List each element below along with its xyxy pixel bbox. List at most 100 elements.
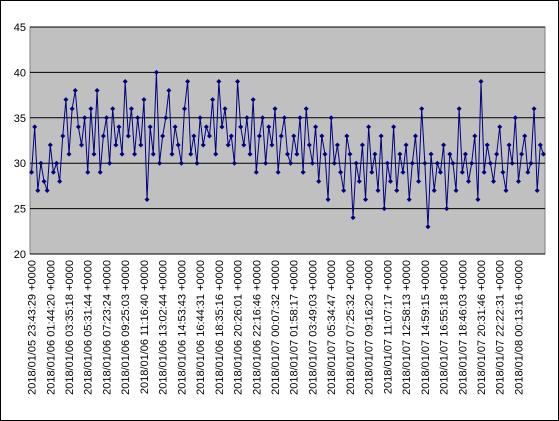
data-point [366,124,372,130]
data-point [288,160,294,166]
x-tick-label: 2018/01/06 01:44:20 +0000 [45,260,57,395]
data-point [456,106,462,112]
data-point [331,160,337,166]
data-point [534,187,540,193]
data-point [369,169,375,175]
data-point [462,151,468,157]
data-point [381,206,387,212]
data-point [506,142,512,148]
data-point [525,169,531,175]
data-point [194,160,200,166]
data-point [388,178,393,184]
x-tick-label: 2018/01/06 03:35:18 +0000 [64,260,76,395]
data-point [178,160,184,166]
data-point [160,133,166,139]
data-point [406,197,412,203]
data-point [138,142,144,148]
data-point [107,160,113,166]
data-point [503,187,509,193]
data-point [384,160,390,166]
data-point [247,151,253,157]
data-point [450,160,456,166]
data-point [213,151,219,157]
data-point [44,187,50,193]
data-point [128,106,134,112]
data-point [153,69,159,75]
data-point [425,224,431,230]
data-point [66,151,72,157]
data-point [182,106,187,112]
x-tick-label: 2018/01/05 23:43:29 +0000 [27,260,39,395]
data-point [57,178,63,184]
data-point [291,133,297,139]
data-point [528,160,534,166]
data-point [481,169,487,175]
data-point [32,124,38,130]
x-tick-label: 2018/01/06 20:26:01 +0000 [233,260,245,395]
data-point [334,142,340,148]
data-point [341,187,347,193]
data-point [225,142,231,148]
data-point [512,115,518,121]
data-point [85,169,91,175]
data-point [47,142,53,148]
data-point [447,151,453,157]
data-point [222,106,228,112]
x-tick-label: 2018/01/07 14:59:15 +0000 [420,260,432,395]
data-point [300,169,306,175]
data-point [141,97,147,103]
data-point [294,151,300,157]
data-point [132,151,138,157]
data-point [150,151,156,157]
data-point [169,151,175,157]
data-point [444,206,450,212]
x-tick-label: 2018/01/07 22:22:31 +0000 [495,260,507,395]
y-tick-label: 35 [14,113,26,125]
data-point [319,133,325,139]
data-point [497,124,503,130]
data-point [531,106,537,112]
data-point [147,124,153,130]
data-point [431,187,437,193]
data-point [500,169,506,175]
data-point [494,151,500,157]
data-point [278,133,284,139]
data-point [469,160,475,166]
data-point [188,151,194,157]
data-point [540,151,546,157]
data-point [515,178,521,184]
data-point [344,133,350,139]
data-point [35,187,41,193]
data-point [281,115,287,121]
data-point [235,78,241,84]
data-point [157,160,163,166]
data-point [113,142,119,148]
data-point [166,88,172,94]
data-point [378,133,384,139]
data-point [185,78,191,84]
data-point [206,133,212,139]
data-point [322,151,328,157]
data-point [397,151,403,157]
data-point [363,197,369,203]
data-point [356,178,362,184]
x-tick-label: 2018/01/06 09:25:03 +0000 [120,260,132,395]
x-tick-label: 2018/01/06 07:23:24 +0000 [101,260,113,395]
data-point [269,142,275,148]
x-tick-label: 2018/01/06 22:16:46 +0000 [251,260,263,395]
data-point [63,97,69,103]
y-tick-label: 25 [14,204,26,216]
x-tick-label: 2018/01/08 00:13:16 +0000 [513,260,525,395]
data-point [266,124,272,130]
data-point [210,97,216,103]
data-point [391,124,397,130]
data-point [338,169,344,175]
data-point [347,151,353,157]
data-point [316,178,322,184]
data-point [325,197,331,203]
data-point [231,160,237,166]
data-point [350,215,356,221]
x-tick-label: 2018/01/07 16:55:18 +0000 [439,260,451,395]
x-tick-label: 2018/01/06 13:02:44 +0000 [158,260,170,395]
